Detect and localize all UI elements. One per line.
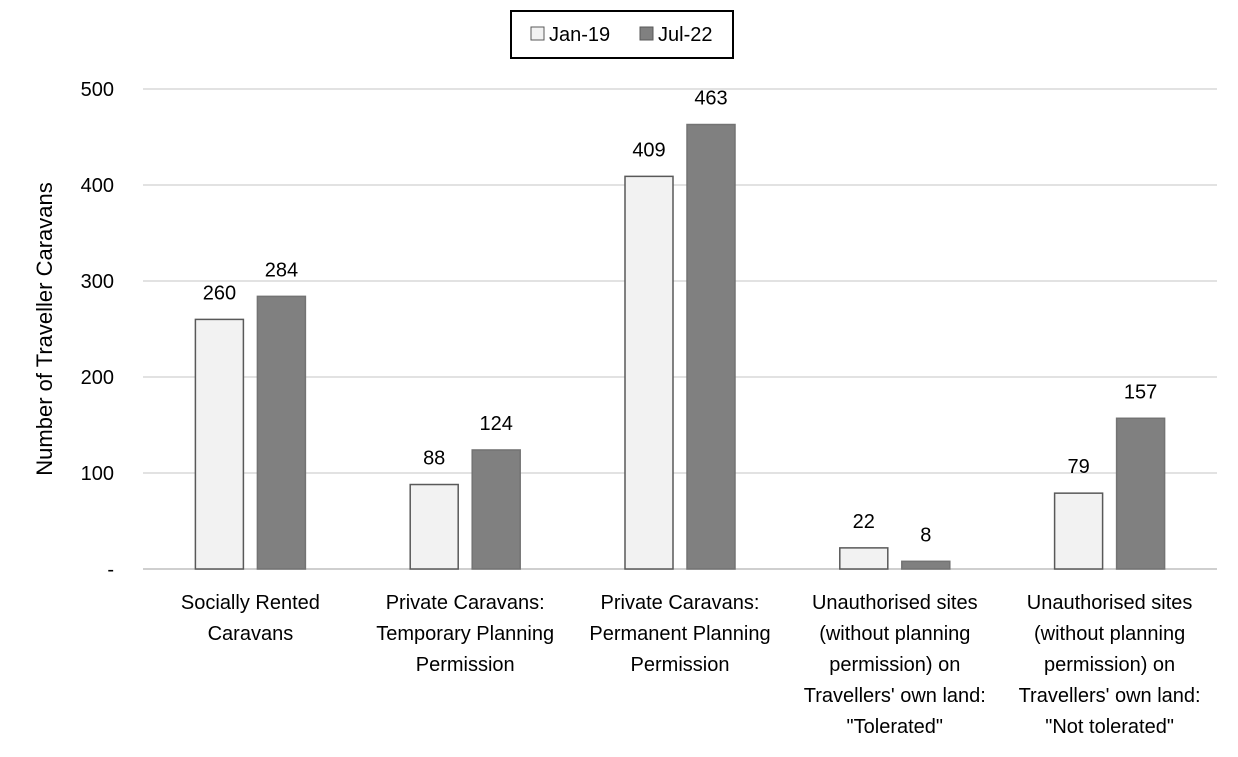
y-tick-label: 400 — [81, 175, 114, 197]
data-label-jan-19-2: 409 — [632, 139, 665, 161]
y-axis-ticks: - 100 200 300 400 500 — [81, 79, 114, 581]
bar-jan-19-1 — [409, 483, 459, 570]
y-axis-title: Number of Traveller Caravans — [32, 182, 57, 475]
y-tick-label: 500 — [81, 79, 114, 101]
y-tick-label: 300 — [81, 271, 114, 293]
legend: Jan-19 Jul-22 — [510, 10, 734, 59]
category-label-4: Unauthorised sites (without planning permi… — [1019, 592, 1201, 738]
x-axis-categories: Socially Rented Caravans Private Caravans:… — [181, 592, 1201, 738]
bar-jul-22-1 — [471, 449, 521, 570]
bar-jan-19-3 — [839, 547, 889, 570]
y-tick-label: 200 — [81, 367, 114, 389]
legend-swatch-jul-22 — [639, 26, 654, 41]
data-label-jul-22-2: 463 — [694, 88, 727, 110]
data-label-jul-22-3: 8 — [920, 524, 931, 546]
data-label-jan-19-0: 260 — [203, 282, 236, 304]
category-label-0: Socially Rented Caravans — [181, 592, 320, 645]
legend-label-jan-19: Jan-19 — [549, 24, 610, 46]
bar-jul-22-2 — [686, 123, 736, 570]
bar-jul-22-3 — [901, 560, 951, 570]
data-label-jan-19-3: 22 — [853, 511, 875, 533]
category-label-2: Private Caravans: Permanent Planning Permi… — [589, 592, 770, 676]
data-label-jul-22-0: 284 — [265, 259, 298, 281]
bar-jan-19-0 — [194, 318, 245, 570]
bar-jan-19-2 — [624, 175, 674, 570]
legend-box — [510, 10, 734, 59]
y-tick-label: - — [107, 559, 114, 581]
bars — [194, 123, 1166, 570]
category-label-1: Private Caravans: Temporary Planning Permi… — [376, 592, 554, 676]
bar-jul-22-0 — [256, 295, 307, 570]
data-labels: 260 88 409 22 79 284 124 463 8 157 — [203, 88, 1158, 547]
data-label-jul-22-1: 124 — [480, 413, 513, 435]
bar-jul-22-4 — [1115, 417, 1166, 570]
bar-jan-19-4 — [1053, 492, 1104, 570]
legend-label-jul-22: Jul-22 — [658, 24, 712, 46]
data-label-jan-19-4: 79 — [1067, 456, 1089, 478]
data-label-jul-22-4: 157 — [1124, 381, 1157, 403]
y-tick-label: 100 — [81, 463, 114, 485]
grid-lines — [143, 88, 1217, 570]
category-label-3: Unauthorised sites (without planning permi… — [804, 592, 986, 738]
legend-swatch-jan-19 — [530, 26, 545, 41]
data-label-jan-19-1: 88 — [423, 448, 445, 470]
